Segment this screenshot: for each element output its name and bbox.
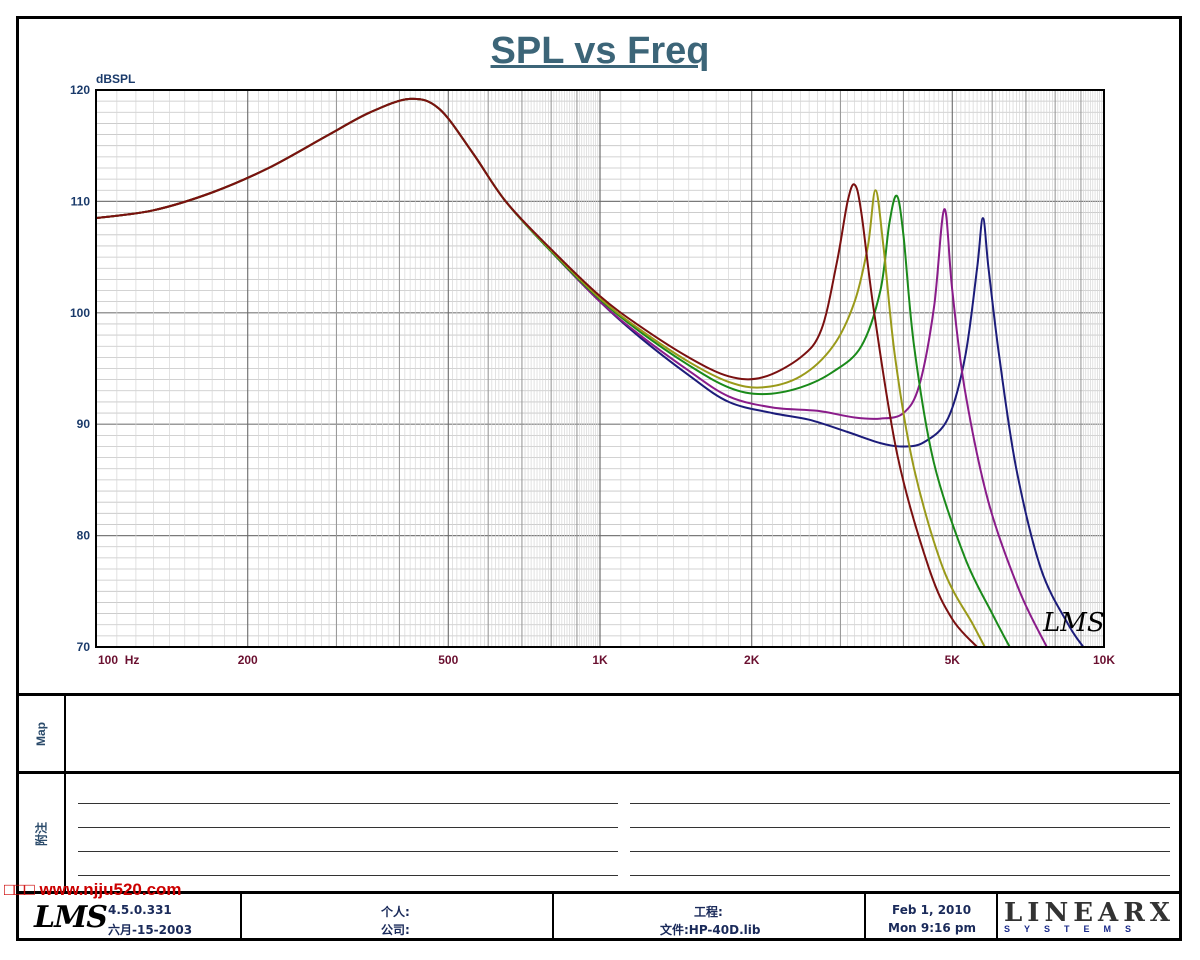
y-tick-label: 80 [77, 529, 91, 543]
x-tick-label: 5K [945, 653, 961, 667]
notes-label: 附注 [34, 821, 49, 847]
series-line-3 [96, 97, 1011, 647]
note-line [630, 851, 1170, 852]
footer-date-cell: Feb 1, 2010 Mon 9:16 pm [866, 894, 998, 940]
note-line [78, 851, 618, 852]
x-tick-label: 100 Hz [98, 653, 139, 667]
linearx-logo-subtext: SYSTEMS [1004, 924, 1146, 934]
footer-logo-cell: LINEARX SYSTEMS [998, 894, 1182, 940]
note-line [78, 875, 618, 876]
series-line-5 [96, 97, 978, 647]
chart-title: SPL vs Freq [490, 30, 710, 72]
note-line [78, 803, 618, 804]
series-line-4 [96, 97, 986, 647]
note-line [630, 803, 1170, 804]
x-tick-label: 500 [438, 653, 458, 667]
y-tick-label: 70 [77, 640, 91, 654]
lms-logo: LMS [34, 900, 108, 935]
note-line [630, 827, 1170, 828]
notes-label-box: 附注 [18, 774, 66, 894]
y-axis-label: dBSPL [96, 72, 135, 86]
footer: LMS 4.5.0.331 六月-15-2003 个人: 公司: 工程: 文件:… [18, 894, 1182, 940]
divider-top [18, 693, 1182, 696]
time-text: Mon 9:16 pm [888, 921, 977, 935]
note-line [78, 827, 618, 828]
y-tick-label: 100 [70, 306, 90, 320]
divider-middle [18, 771, 1182, 774]
footer-person-cell: 个人: 公司: [242, 894, 554, 940]
x-tick-label: 2K [744, 653, 760, 667]
outer-frame [16, 16, 1182, 941]
x-tick-label: 200 [238, 653, 258, 667]
date-text: Feb 1, 2010 [892, 903, 972, 917]
version-text: 4.5.0.331 [108, 903, 172, 917]
chart-lms-logo: LMS [1043, 608, 1105, 638]
map-label-box: Map [18, 696, 66, 772]
footer-version-cell: LMS 4.5.0.331 六月-15-2003 [18, 894, 242, 940]
footer-project-cell: 工程: 文件:HP-40D.lib [554, 894, 866, 940]
linearx-logo-text: LINEARX [1004, 898, 1175, 928]
map-label: Map [34, 722, 48, 746]
y-tick-label: 90 [77, 417, 91, 431]
watermark: □□□ www.njju520.com [4, 880, 182, 899]
x-tick-label: 1K [592, 653, 608, 667]
note-line [630, 875, 1170, 876]
y-tick-label: 120 [70, 83, 90, 97]
chart-area: 120 110 100 90 80 70 100 Hz 200 500 1K 2K 5K 10K dBS… [70, 72, 1115, 667]
build-date-text: 六月-15-2003 [108, 923, 193, 937]
linearx-logo: LINEARX SYSTEMS [1004, 898, 1172, 934]
file-field: 文件:HP-40D.lib [660, 923, 761, 937]
company-field: 公司: [381, 923, 410, 937]
y-tick-label: 110 [71, 194, 91, 208]
series-line-1 [96, 97, 1085, 647]
project-field: 工程: [694, 905, 723, 919]
divider-footer [18, 891, 1182, 894]
x-tick-label: 10K [1093, 653, 1115, 667]
person-field: 个人: [381, 905, 410, 919]
